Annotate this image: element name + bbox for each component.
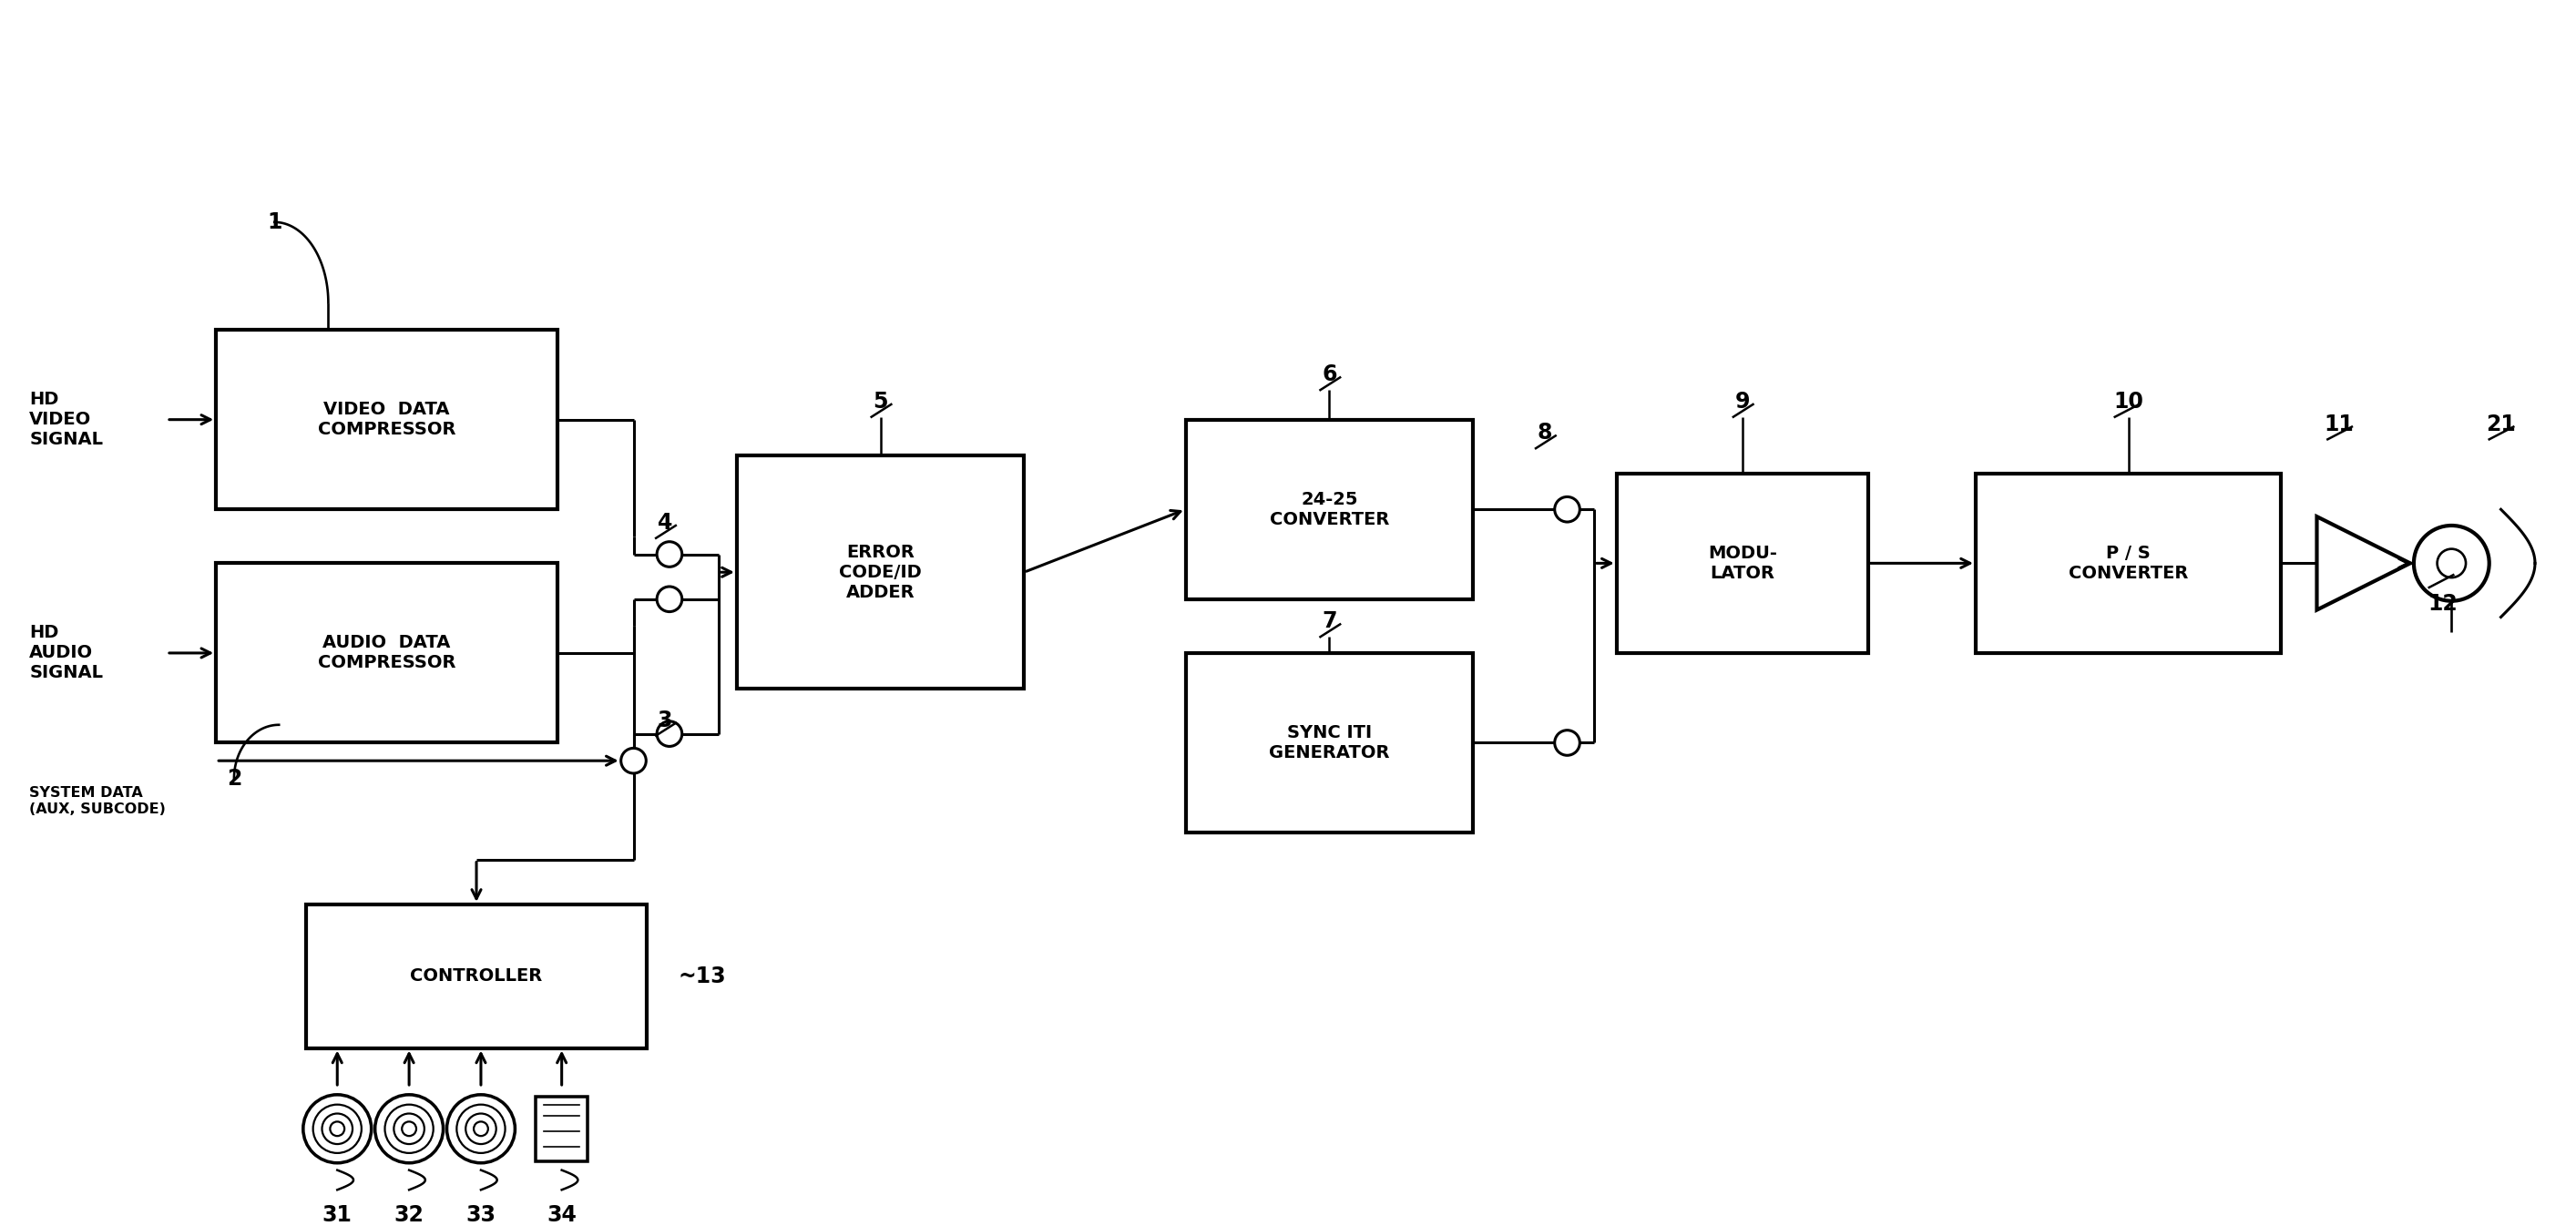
Text: 4: 4 [657,512,672,533]
Text: 2: 2 [227,767,242,790]
Text: 32: 32 [394,1204,425,1226]
Text: AUDIO  DATA
COMPRESSOR: AUDIO DATA COMPRESSOR [317,634,456,672]
Bar [1976,473,2280,653]
Text: ERROR
CODE/ID
ADDER: ERROR CODE/ID ADDER [840,543,922,601]
Bar [737,456,1025,689]
Text: 11: 11 [2324,413,2354,435]
Bar [216,563,556,743]
Text: SYSTEM DATA
(AUX, SUBCODE): SYSTEM DATA (AUX, SUBCODE) [28,786,165,815]
Text: 10: 10 [2112,391,2143,413]
Text: HD
VIDEO
SIGNAL: HD VIDEO SIGNAL [28,391,103,449]
Text: 31: 31 [322,1204,353,1226]
Text: 3: 3 [657,710,672,731]
Text: 34: 34 [546,1204,577,1226]
Text: CONTROLLER: CONTROLLER [410,967,544,984]
Text: SYNC ITI
GENERATOR: SYNC ITI GENERATOR [1270,725,1388,761]
Bar [1618,473,1868,653]
Bar [1185,653,1473,832]
Bar [1185,419,1473,600]
Text: HD
AUDIO
SIGNAL: HD AUDIO SIGNAL [28,624,103,682]
Text: 5: 5 [873,391,889,413]
Bar [307,905,647,1048]
Text: 24-25
CONVERTER: 24-25 CONVERTER [1270,490,1388,528]
Text: 6: 6 [1321,364,1337,386]
Bar [536,1096,587,1161]
Text: ~13: ~13 [677,965,726,987]
Text: P / S
CONVERTER: P / S CONVERTER [2069,544,2187,582]
Bar [216,330,556,509]
Text: 33: 33 [466,1204,497,1226]
Text: 1: 1 [268,211,281,233]
Text: 12: 12 [2427,592,2458,614]
Text: VIDEO  DATA
COMPRESSOR: VIDEO DATA COMPRESSOR [317,401,456,438]
Text: 21: 21 [2486,413,2517,435]
Text: 8: 8 [1538,422,1553,444]
Text: 7: 7 [1321,611,1337,633]
Text: MODU-
LATOR: MODU- LATOR [1708,544,1777,582]
Text: 9: 9 [1734,391,1749,413]
